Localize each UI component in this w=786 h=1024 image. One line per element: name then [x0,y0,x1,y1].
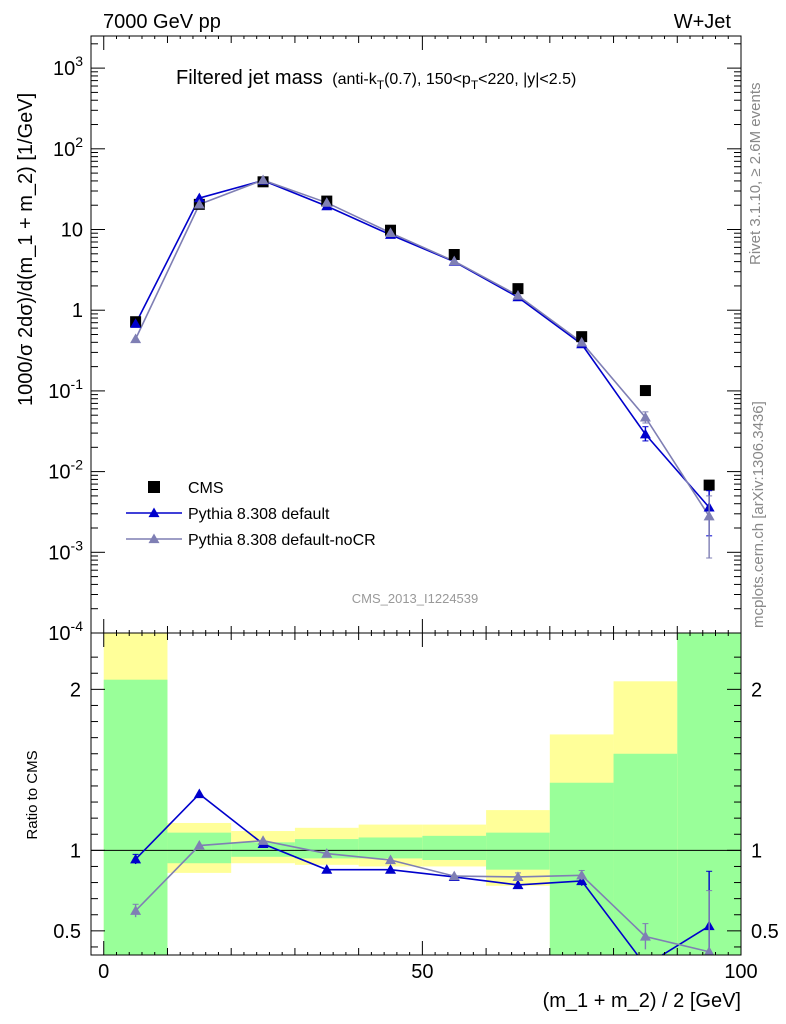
ratio-point-pythia-nocr [193,840,205,850]
data-point-pythia-default [639,428,651,439]
ratio-point-pythia-nocr [639,930,651,941]
uncertainty-band-inner [486,832,550,870]
subtitle-subscript: T [377,78,385,92]
ratio-point-pythia-nocr [321,848,333,858]
mcplots-label: mcplots.cern.ch [arXiv:1306.3436] [750,401,767,628]
y-tick-label: 10-3 [48,537,83,564]
legend-marker [148,533,160,544]
uncertainty-band-inner [613,753,678,955]
x-tick-label: 50 [411,961,433,983]
ratio-series-line [135,839,710,953]
data-point-cms [448,249,460,261]
subtitle-part: <220, |y|<2.5) [478,71,576,88]
ratio-point-pythia-nocr [576,869,588,880]
data-point-cms [576,331,588,343]
ratio-point-pythia-nocr [512,871,524,882]
uncertainty-band-inner [549,782,614,955]
ratio-y-tick-label: 0.5 [53,921,81,943]
title-sub: (anti-kT(0.7), 150<pT<220, |y|<2.5) [332,71,576,92]
data-point-pythia-nocr [512,290,524,300]
ratio-y-tick-label: 2 [70,679,81,701]
ratio-y-tick-label: 1 [70,840,81,862]
chart-title: Filtered jet mass (anti-kT(0.7), 150<pT<… [176,67,576,92]
ratio-y-tick-label-right: 2 [751,679,762,701]
ratio-series-line [135,792,710,955]
ratio-point-pythia-nocr [704,946,715,955]
data-point-cms [639,385,651,397]
header-right: W+Jet [674,11,732,33]
y-tick-label: 10-1 [48,376,83,403]
ratio-point-pythia-default [130,853,142,864]
x-tick-label: 100 [724,961,757,983]
y-tick-label: 10-2 [48,457,83,484]
y-tick-label: 103 [53,53,83,80]
x-axis-label: (m_1 + m_2) / 2 [GeV] [543,990,741,1012]
legend-marker-cms [148,481,160,493]
data-point-pythia-nocr [448,255,460,266]
data-point-cms [512,283,524,295]
x-tick-label: 0 [98,961,109,983]
data-point-pythia-nocr [257,174,269,185]
data-point-pythia-default [193,192,205,203]
ratio-point-pythia-default [576,875,588,886]
ratio-y-label: Ratio to CMS [24,750,41,839]
main-y-label: 1000/σ 2dσ)/d(m_1 + m_2) [1/GeV] [15,93,37,406]
data-point-pythia-nocr [321,197,333,207]
header-left: 7000 GeV pp [103,11,221,33]
data-point-pythia-nocr [639,411,651,422]
legend: CMS Pythia 8.308 default Pythia 8.308 defa… [126,480,376,549]
data-point-cms [703,479,715,491]
ratio-point-pythia-nocr [385,854,397,865]
legend-marker [148,507,160,518]
uncertainty-band-inner [231,842,295,857]
uncertainty-band-inner [358,837,423,859]
subtitle-subscript: T [471,78,479,92]
ratio-point-pythia-default [640,960,651,970]
legend-label: Pythia 8.308 default-noCR [188,532,376,549]
ratio-y-tick-label-right: 1 [751,840,762,862]
series-line [134,179,710,508]
legend-label: Pythia 8.308 default [188,506,330,523]
series-line [134,179,710,517]
main-panel: 10-4 10-3 10-2 10-1 1 10 102 103 [48,35,742,645]
ratio-point-pythia-default [385,864,397,874]
subtitle-part: (0.7), 150<p [384,71,471,88]
ratio-point-pythia-default [193,788,205,799]
y-tick-label: 10-4 [48,618,83,645]
data-point-pythia-default [130,318,142,328]
ratio-point-pythia-default [321,864,333,874]
ratio-point-pythia-default [512,879,524,890]
analysis-id: CMS_2013_I1224539 [352,591,479,606]
subtitle-part: (anti-k [332,71,377,88]
y-tick-label: 10 [61,220,83,242]
ratio-point-pythia-nocr [130,905,142,915]
data-point-pythia-nocr [130,333,142,344]
y-tick-label: 1 [72,300,83,322]
data-point-pythia-nocr [703,510,715,521]
y-tick-label: 102 [53,134,83,161]
ratio-frame [90,632,742,956]
ratio-point-pythia-nocr [448,870,460,881]
legend-label: CMS [188,480,224,497]
rivet-label: Rivet 3.1.10, ≥ 2.6M events [747,83,764,266]
data-point-pythia-nocr [193,198,205,209]
data-point-pythia-nocr [576,336,588,347]
title-main: Filtered jet mass [176,67,323,89]
uncertainty-band-inner [422,835,487,861]
data-point-pythia-nocr [385,227,397,237]
ratio-y-tick-label-right: 0.5 [751,921,779,943]
ratio-panel: 0.5 0.5 1 1 2 2 0 50 100 [53,632,779,983]
ratio-point-pythia-nocr [257,835,269,845]
